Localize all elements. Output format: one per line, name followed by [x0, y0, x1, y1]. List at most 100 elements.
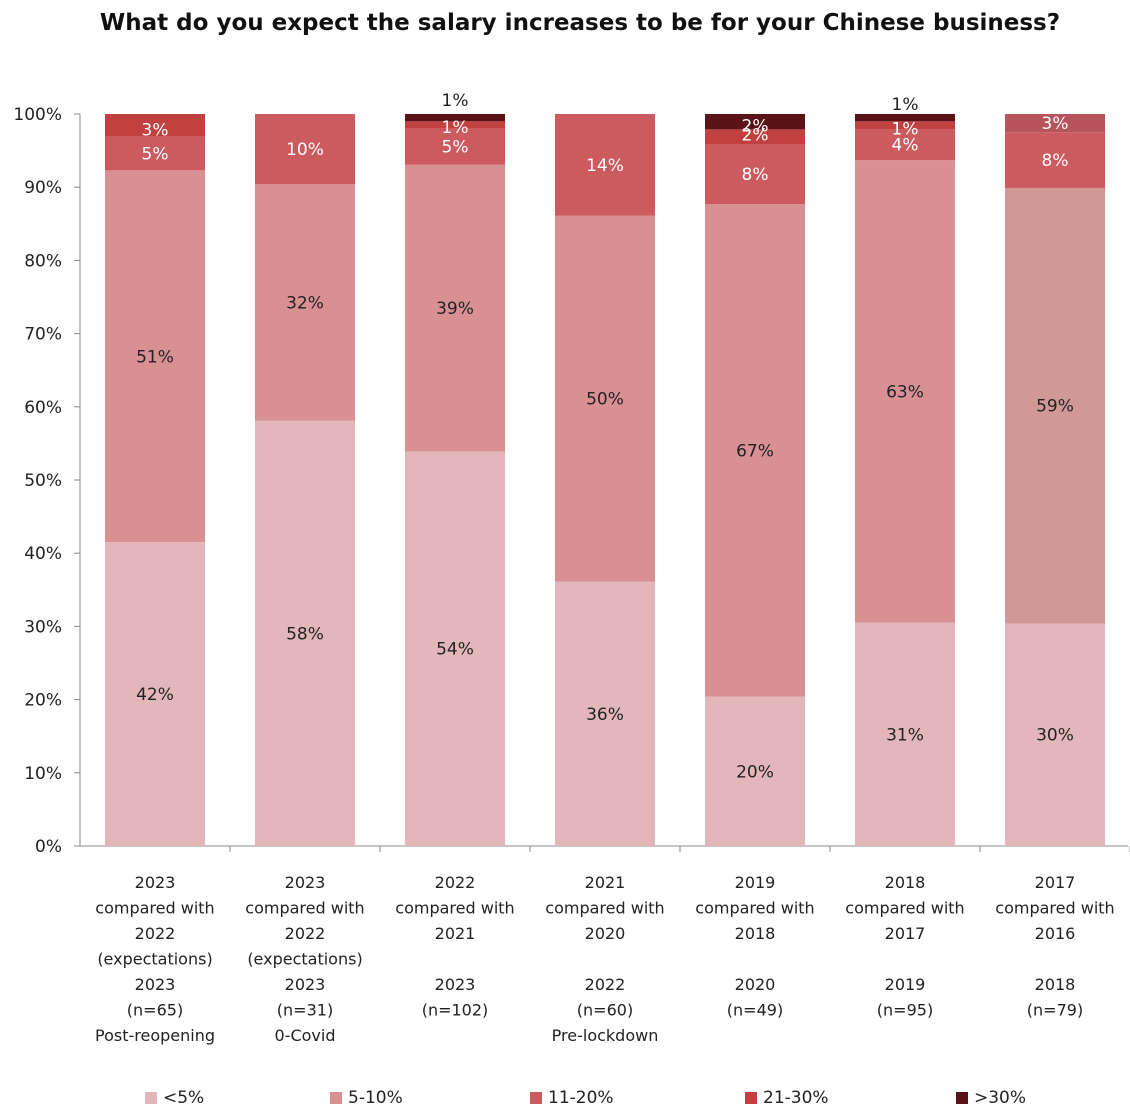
data-label: 5% — [142, 145, 169, 165]
x-category-label: 2022 — [435, 873, 476, 892]
x-category-label: 2017 — [885, 924, 926, 943]
x-category-label: compared with — [845, 899, 964, 918]
legend-label: 5-10% — [348, 1088, 403, 1108]
data-label: 1% — [442, 118, 469, 138]
legend-item: >30% — [956, 1088, 1026, 1108]
x-category-label: (n=60) — [577, 1001, 633, 1020]
x-category-label: 2016 — [1035, 924, 1076, 943]
x-category-label: 2017 — [1035, 873, 1076, 892]
x-category-label: 2022 — [285, 924, 326, 943]
data-label: 1% — [442, 91, 469, 111]
bar-segment — [1005, 132, 1105, 188]
legend-label: 21-30% — [763, 1088, 829, 1108]
data-label: 36% — [586, 705, 624, 725]
x-category-label: (n=79) — [1027, 1001, 1083, 1020]
bar-segment — [555, 581, 655, 846]
bar-segment — [855, 121, 955, 130]
data-label: 58% — [286, 624, 324, 644]
y-tick-label: 40% — [24, 544, 62, 564]
x-category-label: compared with — [95, 899, 214, 918]
data-label: 14% — [586, 156, 624, 176]
data-label: 32% — [286, 293, 324, 313]
legend-item: <5% — [145, 1088, 204, 1108]
x-category-label: 0-Covid — [275, 1026, 336, 1045]
x-category-label: 2018 — [885, 873, 926, 892]
data-label: 1% — [892, 95, 919, 115]
bar-segment — [705, 144, 805, 205]
data-label: 3% — [1042, 114, 1069, 134]
bar-segment — [405, 164, 505, 452]
data-label: 51% — [136, 347, 174, 367]
bar-segment — [855, 129, 955, 161]
bar-segment — [1005, 623, 1105, 846]
bar-segment — [705, 129, 805, 145]
data-label: 39% — [436, 299, 474, 319]
legend-swatch — [530, 1092, 542, 1104]
bar-segment — [555, 215, 655, 582]
x-category-label: compared with — [695, 899, 814, 918]
x-category-label: compared with — [995, 899, 1114, 918]
x-category-label: (n=65) — [127, 1001, 183, 1020]
data-label: 1% — [892, 119, 919, 139]
y-tick-label: 60% — [24, 398, 62, 418]
bar-segment — [1005, 114, 1105, 133]
bar-segment — [405, 451, 505, 846]
bar-segment — [705, 696, 805, 846]
x-category-label: 2018 — [1035, 975, 1076, 994]
bar-segment — [555, 114, 655, 216]
y-tick-label: 90% — [24, 178, 62, 198]
bar-segment — [105, 136, 205, 171]
data-label: 67% — [736, 441, 774, 461]
x-category-label: 2023 — [435, 975, 476, 994]
legend-item: 5-10% — [330, 1088, 403, 1108]
y-tick-label: 100% — [13, 105, 62, 125]
data-label: 54% — [436, 640, 474, 660]
bar-segment — [405, 114, 505, 122]
data-label: 20% — [736, 762, 774, 782]
x-category-label: (expectations) — [247, 950, 362, 969]
x-category-label: Post-reopening — [95, 1026, 215, 1045]
bar-segment — [1005, 187, 1105, 624]
bar-segment — [105, 170, 205, 543]
bar-segment — [855, 114, 955, 122]
x-category-label: 2021 — [585, 873, 626, 892]
bar-segment — [855, 622, 955, 846]
data-label: 8% — [742, 165, 769, 185]
legend-swatch — [956, 1092, 968, 1104]
data-label: 4% — [892, 136, 919, 156]
x-category-label: 2021 — [435, 924, 476, 943]
legend-swatch — [330, 1092, 342, 1104]
legend-label: 11-20% — [548, 1088, 614, 1108]
bar-segment — [405, 128, 505, 165]
x-category-label: 2020 — [585, 924, 626, 943]
legend-swatch — [145, 1092, 157, 1104]
y-tick-label: 10% — [24, 764, 62, 784]
data-label: 42% — [136, 685, 174, 705]
bar-segment — [855, 160, 955, 623]
data-label: 59% — [1036, 397, 1074, 417]
bar-segment — [105, 114, 205, 137]
x-category-label: (expectations) — [97, 950, 212, 969]
x-category-label: Pre-lockdown — [552, 1026, 659, 1045]
y-tick-label: 50% — [24, 471, 62, 491]
x-category-label: 2023 — [135, 975, 176, 994]
bar-segment — [255, 420, 355, 846]
data-label: 3% — [142, 120, 169, 140]
chart-title: What do you expect the salary increases … — [99, 10, 1061, 36]
data-label: 10% — [286, 140, 324, 160]
legend-item: 21-30% — [745, 1088, 829, 1108]
data-label: 2% — [742, 117, 769, 137]
legend-label: <5% — [163, 1088, 205, 1108]
legend-label: >30% — [974, 1088, 1027, 1108]
bar-segment — [705, 204, 805, 697]
data-label: 5% — [442, 138, 469, 158]
y-tick-label: 30% — [24, 617, 62, 637]
x-category-label: (n=95) — [877, 1001, 933, 1020]
x-category-label: compared with — [395, 899, 514, 918]
x-category-label: 2019 — [885, 975, 926, 994]
x-category-label: (n=102) — [422, 1001, 489, 1020]
y-tick-label: 70% — [24, 325, 62, 345]
y-tick-label: 80% — [24, 251, 62, 271]
x-category-label: (n=31) — [277, 1001, 333, 1020]
legend: <5% 5-10% 11-20% 21-30% >30% — [0, 1086, 1130, 1112]
